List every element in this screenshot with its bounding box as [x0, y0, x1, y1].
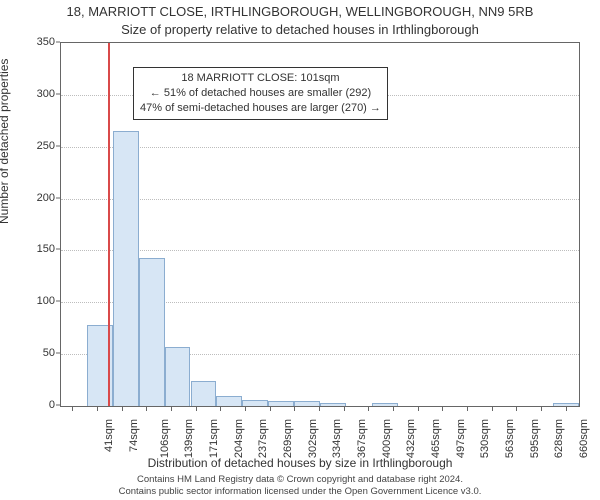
annotation-line1: 18 MARRIOTT CLOSE: 101sqm — [140, 71, 381, 86]
annotation-line2: ← 51% of detached houses are smaller (29… — [140, 86, 381, 101]
x-tick-mark — [171, 407, 172, 411]
footer-line2: Contains public sector information licen… — [0, 486, 600, 498]
x-tick-mark — [492, 407, 493, 411]
x-tick-mark — [541, 407, 542, 411]
plot-area: 18 MARRIOTT CLOSE: 101sqm ← 51% of detac… — [60, 42, 580, 407]
y-tick-label: 350 — [15, 36, 55, 48]
x-tick-mark — [97, 407, 98, 411]
x-tick-label: 237sqm — [257, 419, 269, 458]
y-tick-label: 300 — [15, 88, 55, 100]
y-tick-label: 50 — [15, 347, 55, 359]
reference-marker-line — [108, 43, 110, 406]
histogram-bar — [268, 401, 294, 406]
y-tick-label: 0 — [15, 399, 55, 411]
histogram-bar — [242, 400, 268, 406]
x-tick-mark — [72, 407, 73, 411]
x-tick-mark — [245, 407, 246, 411]
x-tick-mark — [220, 407, 221, 411]
x-tick-mark — [146, 407, 147, 411]
histogram-bar — [294, 401, 320, 406]
histogram-bar — [165, 347, 191, 406]
chart-title-line1: 18, MARRIOTT CLOSE, IRTHLINGBOROUGH, WEL… — [0, 4, 600, 19]
footer: Contains HM Land Registry data © Crown c… — [0, 474, 600, 498]
histogram-bar — [191, 381, 217, 406]
histogram-bar — [553, 403, 579, 406]
x-tick-mark — [467, 407, 468, 411]
x-tick-label: 595sqm — [529, 419, 541, 458]
histogram-bar — [113, 131, 139, 406]
histogram-bar — [372, 403, 398, 406]
x-tick-label: 171sqm — [208, 419, 220, 458]
x-tick-label: 106sqm — [159, 419, 171, 458]
x-tick-mark — [442, 407, 443, 411]
x-tick-label: 204sqm — [233, 419, 245, 458]
x-tick-label: 269sqm — [282, 419, 294, 458]
x-tick-mark — [516, 407, 517, 411]
x-tick-mark — [122, 407, 123, 411]
x-tick-mark — [566, 407, 567, 411]
x-tick-mark — [393, 407, 394, 411]
x-tick-label: 334sqm — [331, 419, 343, 458]
x-tick-label: 563sqm — [504, 419, 516, 458]
x-tick-mark — [319, 407, 320, 411]
y-axis-label: Number of detached properties — [0, 59, 11, 224]
x-tick-mark — [344, 407, 345, 411]
x-tick-label: 302sqm — [307, 419, 319, 458]
x-tick-label: 41sqm — [103, 419, 115, 452]
y-tick-label: 250 — [15, 140, 55, 152]
x-tick-label: 628sqm — [553, 419, 565, 458]
x-tick-mark — [294, 407, 295, 411]
x-tick-mark — [368, 407, 369, 411]
x-tick-label: 660sqm — [578, 419, 590, 458]
histogram-bar — [216, 396, 242, 406]
footer-line1: Contains HM Land Registry data © Crown c… — [0, 474, 600, 486]
chart-container: 18, MARRIOTT CLOSE, IRTHLINGBOROUGH, WEL… — [0, 0, 600, 500]
y-tick-label: 100 — [15, 295, 55, 307]
y-tick-label: 200 — [15, 192, 55, 204]
x-tick-mark — [270, 407, 271, 411]
x-tick-label: 465sqm — [430, 419, 442, 458]
histogram-bar — [139, 258, 165, 406]
y-tick-label: 150 — [15, 243, 55, 255]
x-tick-label: 530sqm — [479, 419, 491, 458]
x-tick-label: 74sqm — [128, 419, 140, 452]
annotation-line3: 47% of semi-detached houses are larger (… — [140, 101, 381, 116]
histogram-bar — [320, 403, 346, 406]
x-tick-mark — [196, 407, 197, 411]
x-tick-label: 497sqm — [455, 419, 467, 458]
annotation-box: 18 MARRIOTT CLOSE: 101sqm ← 51% of detac… — [133, 67, 388, 120]
x-axis-label: Distribution of detached houses by size … — [0, 456, 600, 470]
chart-title-line2: Size of property relative to detached ho… — [0, 22, 600, 37]
x-tick-label: 432sqm — [405, 419, 417, 458]
x-tick-mark — [418, 407, 419, 411]
x-tick-label: 367sqm — [356, 419, 368, 458]
x-tick-label: 400sqm — [381, 419, 393, 458]
x-tick-label: 139sqm — [183, 419, 195, 458]
